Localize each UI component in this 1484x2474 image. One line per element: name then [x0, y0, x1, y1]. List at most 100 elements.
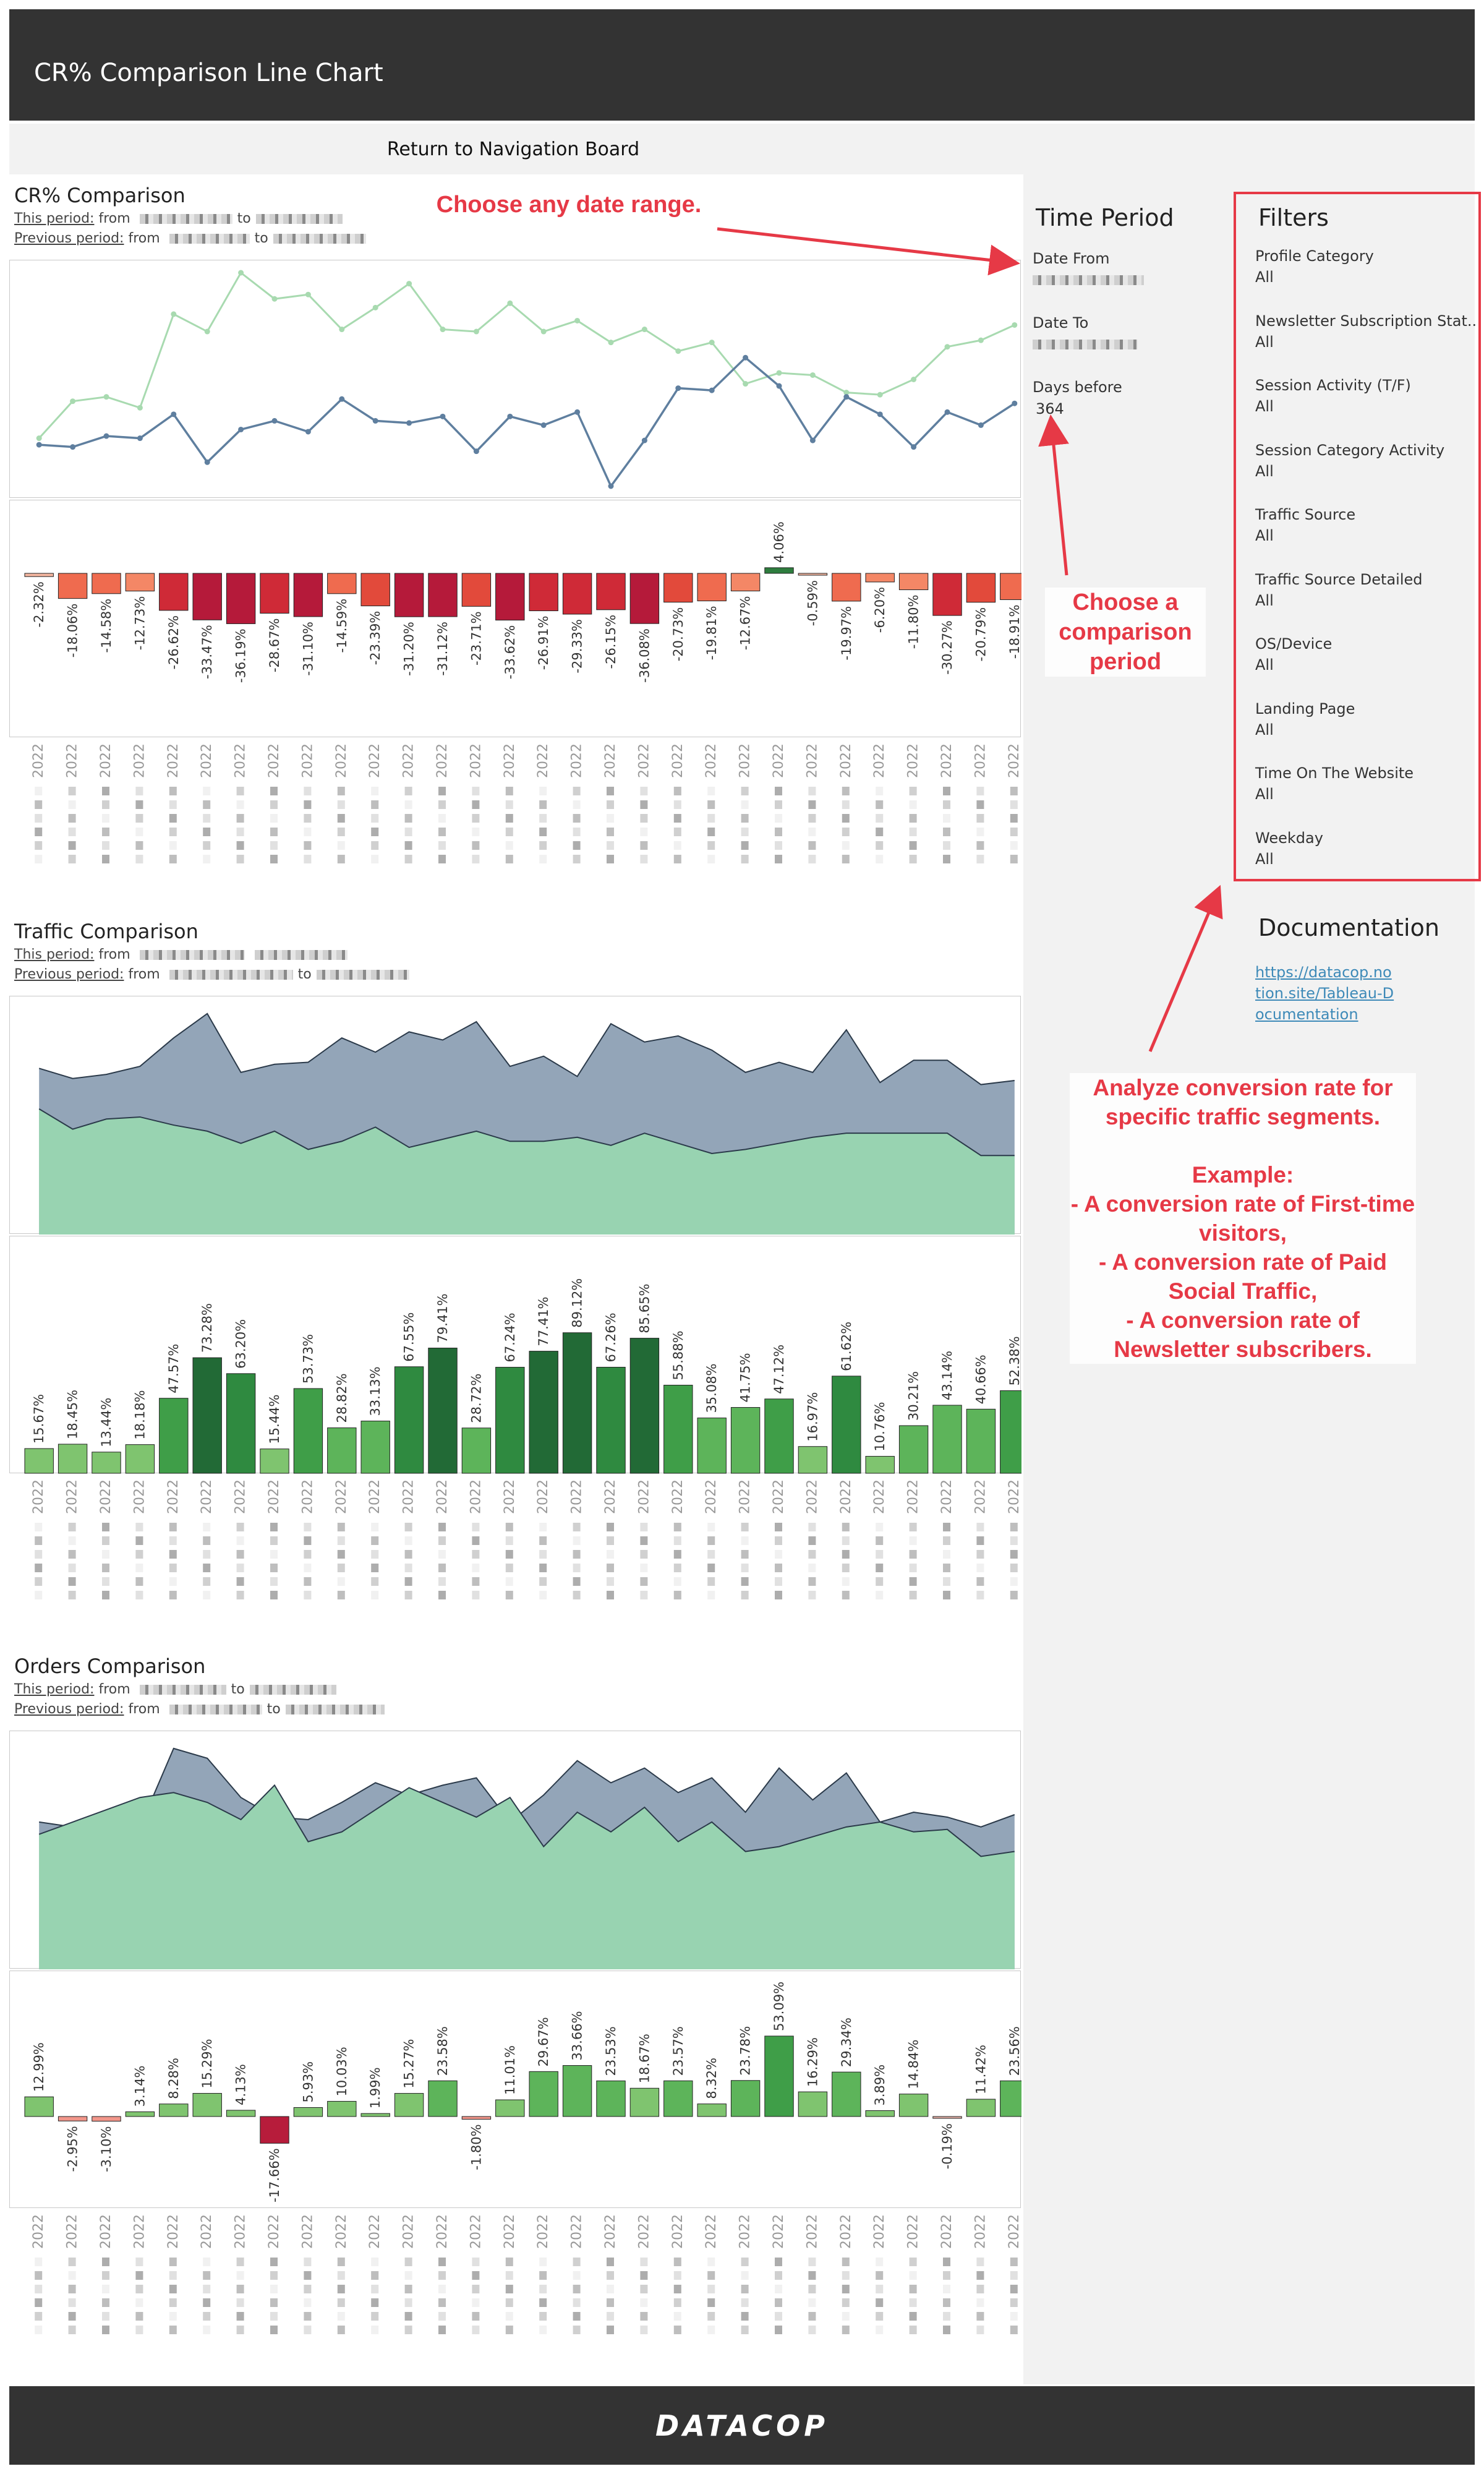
line-point [540, 422, 547, 428]
filter-value[interactable]: All [1255, 333, 1274, 351]
redacted-date [438, 2312, 446, 2321]
redacted-date [673, 2271, 681, 2280]
redacted-date [607, 1550, 614, 1559]
redacted-date [842, 828, 850, 836]
redacted-date [169, 2285, 177, 2293]
redacted-date [404, 1536, 412, 1545]
filter-value[interactable]: All [1255, 850, 1274, 868]
redacted-date [236, 2285, 244, 2293]
redacted-date [270, 1536, 278, 1545]
bar [360, 2113, 390, 2117]
filter-value[interactable]: All [1255, 656, 1274, 674]
redacted-date [1010, 1550, 1018, 1559]
redacted-date [505, 1591, 513, 1599]
tick-label: 2022 [670, 1479, 686, 1514]
redacted-date [673, 1536, 681, 1545]
redacted-date [573, 1536, 581, 1545]
line-point [70, 398, 76, 404]
redacted-date [169, 828, 177, 836]
return-to-navigation-button[interactable]: Return to Navigation Board [386, 138, 640, 160]
redacted-date [236, 2312, 244, 2321]
redacted-date [607, 800, 614, 809]
redacted-date [775, 2258, 782, 2266]
redacted-date [404, 2258, 412, 2266]
redacted-date [236, 2326, 244, 2334]
redacted-date [404, 2312, 412, 2321]
redacted-date [68, 855, 76, 863]
redacted-date [102, 787, 109, 795]
redacted-date [808, 1577, 816, 1586]
redacted-date [35, 1591, 43, 1599]
redacted-date [539, 2312, 547, 2321]
tick-label: 2022 [872, 2214, 887, 2249]
cr-bar-chart[interactable]: -2.32% -18.06% -14.58% -12.73% -26.62% -33.47… [9, 500, 1021, 737]
orders-bar-chart[interactable]: 12.99% -2.95% -3.10% 3.14% 8.28% 15.29% 4.13% -… [9, 1971, 1021, 2208]
traffic-area-chart[interactable] [9, 996, 1021, 1235]
tick-label: 2022 [65, 1479, 80, 1514]
line-point [608, 340, 614, 346]
cr-line-chart[interactable] [9, 260, 1021, 498]
bar [461, 573, 492, 607]
redacted-date [270, 855, 278, 863]
redacted-date [35, 2258, 43, 2266]
line-point [305, 429, 311, 435]
data-label: 43.14% [940, 1351, 955, 1400]
redacted-date [808, 841, 816, 850]
redacted-date [842, 2271, 850, 2280]
redacted-date [169, 1577, 177, 1586]
tick-label: 2022 [569, 2214, 585, 2249]
bar [428, 2080, 458, 2117]
redacted-date [808, 1550, 816, 1559]
documentation-link[interactable]: https://datacop.notion.site/Tableau-Docu… [1255, 964, 1394, 1023]
bar [730, 573, 761, 592]
redacted-date [35, 814, 43, 823]
bar [360, 573, 390, 607]
traffic-bar-chart[interactable]: 15.67% 18.45% 13.44% 18.18% 47.57% 73.28% 63.2… [9, 1236, 1021, 1474]
redacted-date [976, 1550, 984, 1559]
tick-label: 2022 [233, 2214, 249, 2249]
redacted-date [707, 1550, 715, 1559]
redacted-date [707, 1523, 715, 1531]
filter-label: Traffic Source [1255, 506, 1356, 523]
redacted-date [539, 1550, 547, 1559]
redacted-date [505, 1536, 513, 1545]
data-label: -2.32% [32, 581, 46, 627]
redacted-date [842, 800, 850, 809]
redacted-date [102, 800, 109, 809]
redacted-date [640, 1564, 648, 1572]
tick-label: 2022 [468, 743, 484, 778]
filter-value[interactable]: All [1255, 268, 1274, 286]
data-label: -14.58% [99, 599, 114, 653]
filter-value[interactable]: All [1255, 398, 1274, 415]
redacted-date [35, 1577, 43, 1586]
filter-value[interactable]: All [1255, 591, 1274, 609]
tick-label: 2022 [1007, 2214, 1022, 2249]
days-before-value[interactable]: 364 [1036, 400, 1064, 417]
bar [226, 2110, 256, 2117]
tick-label: 2022 [704, 743, 719, 778]
redacted-date [976, 1523, 984, 1531]
redacted-date [976, 787, 984, 795]
redacted-date [35, 855, 43, 863]
filter-value[interactable]: All [1255, 527, 1274, 544]
tick-label: 2022 [166, 743, 181, 778]
redacted-date [438, 814, 446, 823]
line-point [1012, 322, 1018, 328]
redacted-date [607, 2258, 614, 2266]
filter-value[interactable]: All [1255, 785, 1274, 803]
filter-value[interactable]: All [1255, 462, 1274, 480]
redacted-date [1010, 1523, 1018, 1531]
redacted-date [135, 1577, 143, 1586]
date-to-value[interactable] [1033, 338, 1144, 350]
redacted-date [270, 800, 278, 809]
redacted-date [270, 787, 278, 795]
bar [159, 573, 189, 611]
redacted-date [876, 1536, 884, 1545]
bar [192, 1357, 222, 1474]
orders-area-chart[interactable] [9, 1731, 1021, 1969]
tick-label: 2022 [199, 2214, 215, 2249]
data-label: -2.95% [66, 2126, 80, 2172]
tick-label: 2022 [334, 1479, 349, 1514]
date-from-value[interactable] [1033, 273, 1150, 286]
filter-value[interactable]: All [1255, 721, 1274, 738]
